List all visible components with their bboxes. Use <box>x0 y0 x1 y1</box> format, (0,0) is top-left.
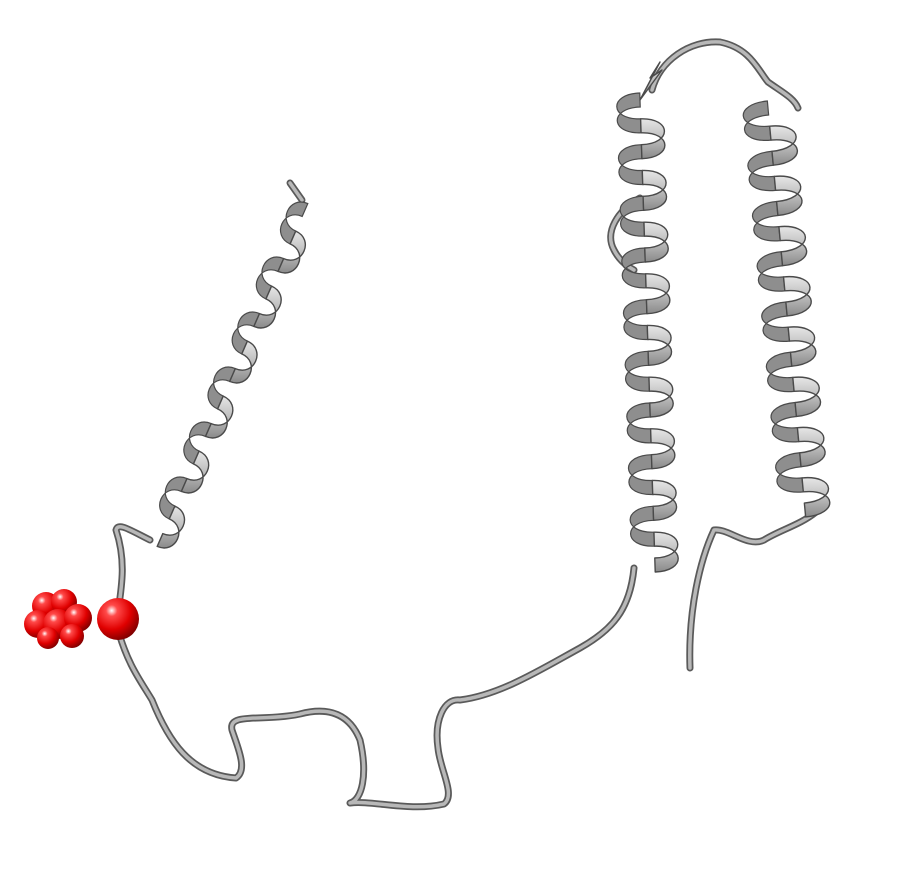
helix-turn <box>768 125 799 166</box>
helix-turn <box>778 225 808 267</box>
helix-3 <box>742 100 831 518</box>
helix-turn <box>616 92 642 134</box>
helix-turn <box>643 221 669 263</box>
helix-turn <box>801 477 831 518</box>
helix-turn <box>253 285 282 329</box>
atom-single-sphere <box>97 598 139 640</box>
helix-turn <box>277 230 306 274</box>
helix-turn <box>641 169 668 212</box>
helix-turn <box>653 531 679 573</box>
helix-turn <box>629 505 656 547</box>
helix-turn <box>742 100 772 141</box>
helix-turn <box>792 376 822 418</box>
helix-turn <box>648 376 674 418</box>
helix-turn <box>756 251 786 292</box>
helix-turn <box>626 402 652 444</box>
helix-turn <box>651 479 678 522</box>
strand-arrowhead <box>639 61 663 101</box>
helix-turn <box>624 350 651 392</box>
helix-turn <box>644 273 671 315</box>
helix-turn <box>782 276 812 317</box>
helix-turn <box>617 144 644 186</box>
helix-turn <box>639 118 666 160</box>
helix-turn <box>156 505 186 549</box>
helix-turn <box>204 395 234 439</box>
helix-turn <box>649 428 676 470</box>
helix-turn <box>627 454 654 496</box>
helix-turn <box>180 450 210 494</box>
highlighted-atoms <box>24 589 139 649</box>
helix-turn <box>787 326 817 367</box>
atom-cluster-sphere <box>60 624 84 648</box>
helix-turn <box>646 324 673 367</box>
helix-turn <box>770 401 800 443</box>
atom-cluster-sphere <box>37 627 59 649</box>
helix-1 <box>156 201 309 549</box>
helix-turn <box>765 351 795 393</box>
helix-turn <box>619 195 646 237</box>
helix-turn <box>751 200 781 242</box>
helix-turn <box>622 299 649 341</box>
helix-turn <box>761 301 791 342</box>
helix-turn <box>747 150 777 192</box>
helix-turn <box>775 452 804 493</box>
helix-2 <box>616 92 679 573</box>
helix-turn <box>796 426 826 468</box>
helix-turn <box>228 340 258 384</box>
helix-turn <box>773 175 803 217</box>
helix-turn <box>279 201 309 245</box>
